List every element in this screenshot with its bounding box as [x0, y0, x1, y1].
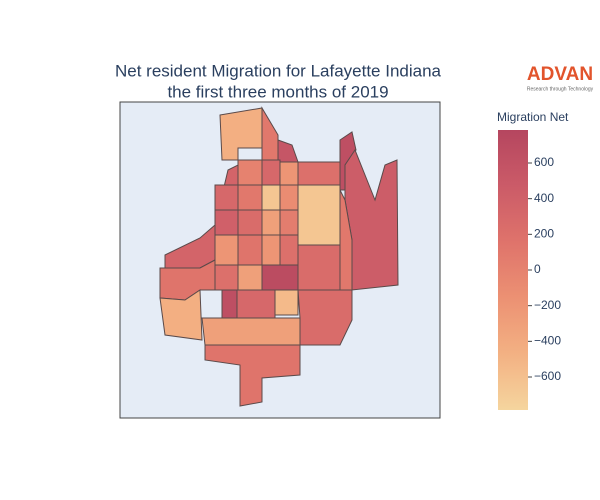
colorbar-tick-label: 200 [534, 227, 554, 241]
region [236, 289, 276, 319]
region [237, 264, 263, 291]
region [297, 184, 341, 246]
region [297, 161, 341, 186]
colorbar [498, 130, 528, 410]
regions [159, 106, 399, 407]
colorbar-tick-label: 600 [534, 155, 554, 169]
colorbar-tick-label: −400 [534, 334, 561, 348]
chart-title: Net resident Migration for Lafayette Ind… [115, 61, 442, 80]
region [274, 289, 299, 316]
region [279, 184, 299, 211]
region [214, 209, 239, 236]
region [261, 234, 281, 266]
logo: ADVAN [527, 64, 593, 85]
region [261, 209, 281, 236]
region [297, 244, 341, 291]
region [297, 289, 353, 346]
region [261, 184, 281, 211]
region [237, 209, 263, 236]
region [214, 234, 239, 266]
region [204, 344, 301, 407]
colorbar-title: Migration Net [497, 110, 569, 124]
region [159, 289, 203, 341]
region [214, 264, 239, 291]
colorbar-tick-label: −200 [534, 298, 561, 312]
region [214, 184, 239, 211]
region [237, 234, 263, 266]
colorbar-tick-label: −600 [534, 369, 561, 383]
region [237, 184, 263, 211]
chart-subtitle: the first three months of 2019 [167, 82, 388, 101]
region [279, 234, 299, 266]
region [237, 159, 263, 186]
logo-tagline: Research through Technology [527, 86, 594, 92]
region [279, 209, 299, 236]
region [279, 161, 299, 186]
region [261, 264, 299, 291]
region [261, 159, 281, 186]
colorbar-tick-label: 400 [534, 191, 554, 205]
region [201, 317, 301, 346]
colorbar-tick-label: 0 [534, 262, 541, 276]
